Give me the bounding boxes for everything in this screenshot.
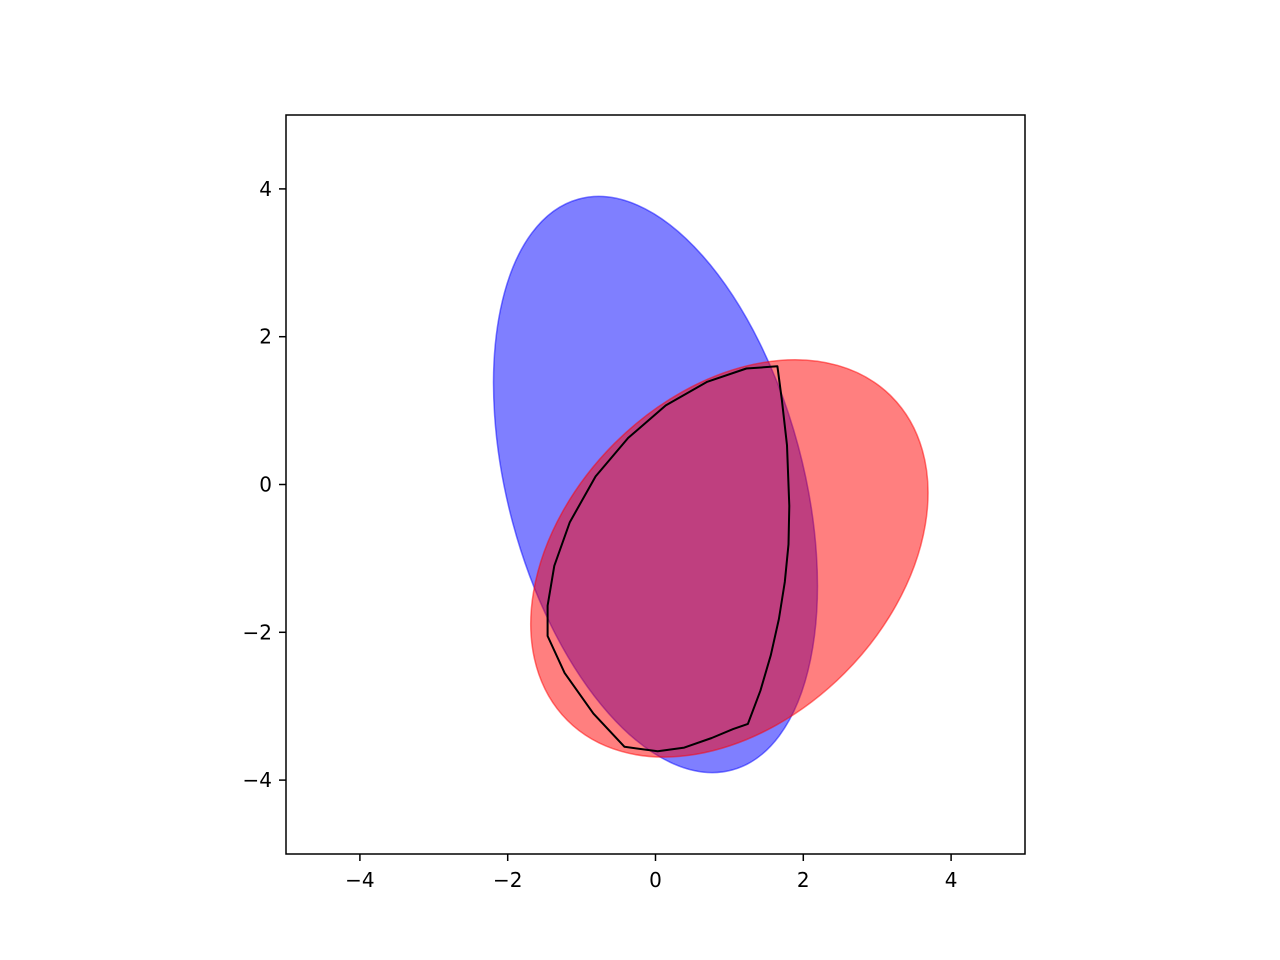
ellipse-2 xyxy=(530,359,929,758)
y-tick-label: 4 xyxy=(259,177,272,201)
y-tick-label: 2 xyxy=(259,325,272,349)
x-axis: −4 −2 0 2 4 xyxy=(345,854,957,892)
x-tick-label: −2 xyxy=(493,868,522,892)
ellipses-layer xyxy=(492,195,929,774)
x-tick-label: 2 xyxy=(797,868,810,892)
y-axis: 4 2 0 −2 −4 xyxy=(243,177,286,792)
intersection-outline xyxy=(546,365,791,753)
y-tick-label: 0 xyxy=(259,473,272,497)
x-tick-label: 0 xyxy=(649,868,662,892)
x-tick-label: −4 xyxy=(345,868,374,892)
y-tick-label: −2 xyxy=(243,620,272,644)
intersection-layer xyxy=(546,365,791,753)
plot-area xyxy=(286,115,1025,854)
x-tick-label: 4 xyxy=(945,868,958,892)
y-tick-label: −4 xyxy=(243,768,272,792)
